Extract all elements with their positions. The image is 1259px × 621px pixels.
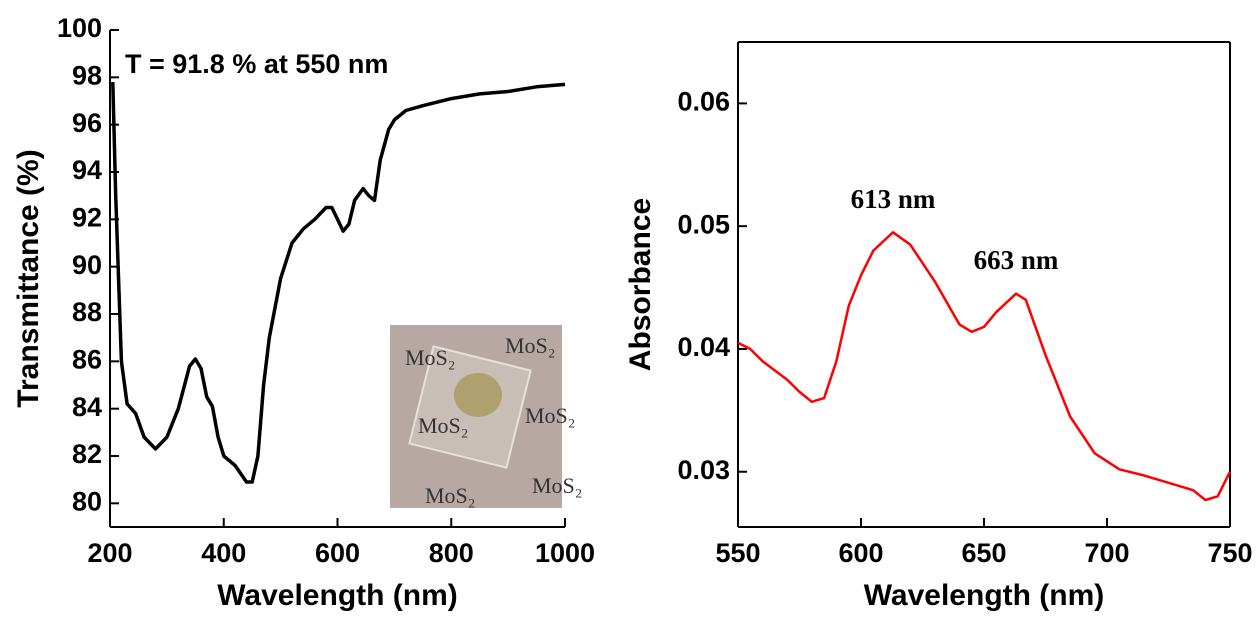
inset-label: MoS₂	[425, 483, 475, 508]
y-tick-label: 96	[72, 108, 102, 138]
y-tick-label: 0.04	[677, 332, 730, 362]
inset-film	[454, 373, 502, 417]
y-tick-label: 98	[72, 60, 102, 90]
inset-label: MoS₂	[405, 345, 455, 370]
annotation: T = 91.8 % at 550 nm	[125, 49, 388, 79]
x-tick-label: 600	[838, 538, 883, 568]
x-tick-label: 200	[87, 538, 132, 568]
x-tick-label: 800	[429, 538, 474, 568]
inset-label: MoS₂	[505, 333, 555, 358]
x-tick-label: 700	[1084, 538, 1129, 568]
x-tick-label: 600	[315, 538, 360, 568]
y-tick-label: 0.03	[677, 455, 730, 485]
y-tick-label: 90	[72, 250, 102, 280]
y-tick-label: 94	[72, 155, 102, 185]
y-tick-label: 82	[72, 439, 102, 469]
x-tick-label: 750	[1207, 538, 1252, 568]
y-tick-label: 0.05	[677, 209, 730, 239]
x-axis-label: Wavelength (nm)	[864, 579, 1105, 612]
inset-label: MoS₂	[525, 403, 575, 428]
y-tick-label: 88	[72, 297, 102, 327]
y-tick-label: 86	[72, 344, 102, 374]
data-line	[111, 82, 566, 484]
peak-annotation: 663 nm	[974, 245, 1059, 275]
y-tick-label: 0.06	[677, 87, 730, 117]
x-tick-label: 400	[201, 538, 246, 568]
inset-label: MoS₂	[532, 473, 582, 498]
x-tick-label: 650	[961, 538, 1006, 568]
y-axis-label: Transmittance (%)	[12, 149, 45, 407]
y-tick-label: 84	[72, 392, 102, 422]
inset-photo: MoS₂ MoS₂ MoS₂ MoS₂ MoS₂ MoS₂	[390, 325, 582, 508]
data-line	[737, 231, 1232, 502]
y-tick-label: 80	[72, 486, 102, 516]
y-tick-label: 92	[72, 202, 102, 232]
x-axis-label: Wavelength (nm)	[217, 579, 458, 612]
x-tick-label: 1000	[535, 538, 595, 568]
inset-label: MoS₂	[418, 413, 468, 438]
y-axis-label: Absorbance	[624, 198, 657, 371]
x-tick-label: 550	[715, 538, 760, 568]
y-tick-label: 100	[57, 13, 102, 43]
peak-annotation: 613 nm	[851, 184, 936, 214]
